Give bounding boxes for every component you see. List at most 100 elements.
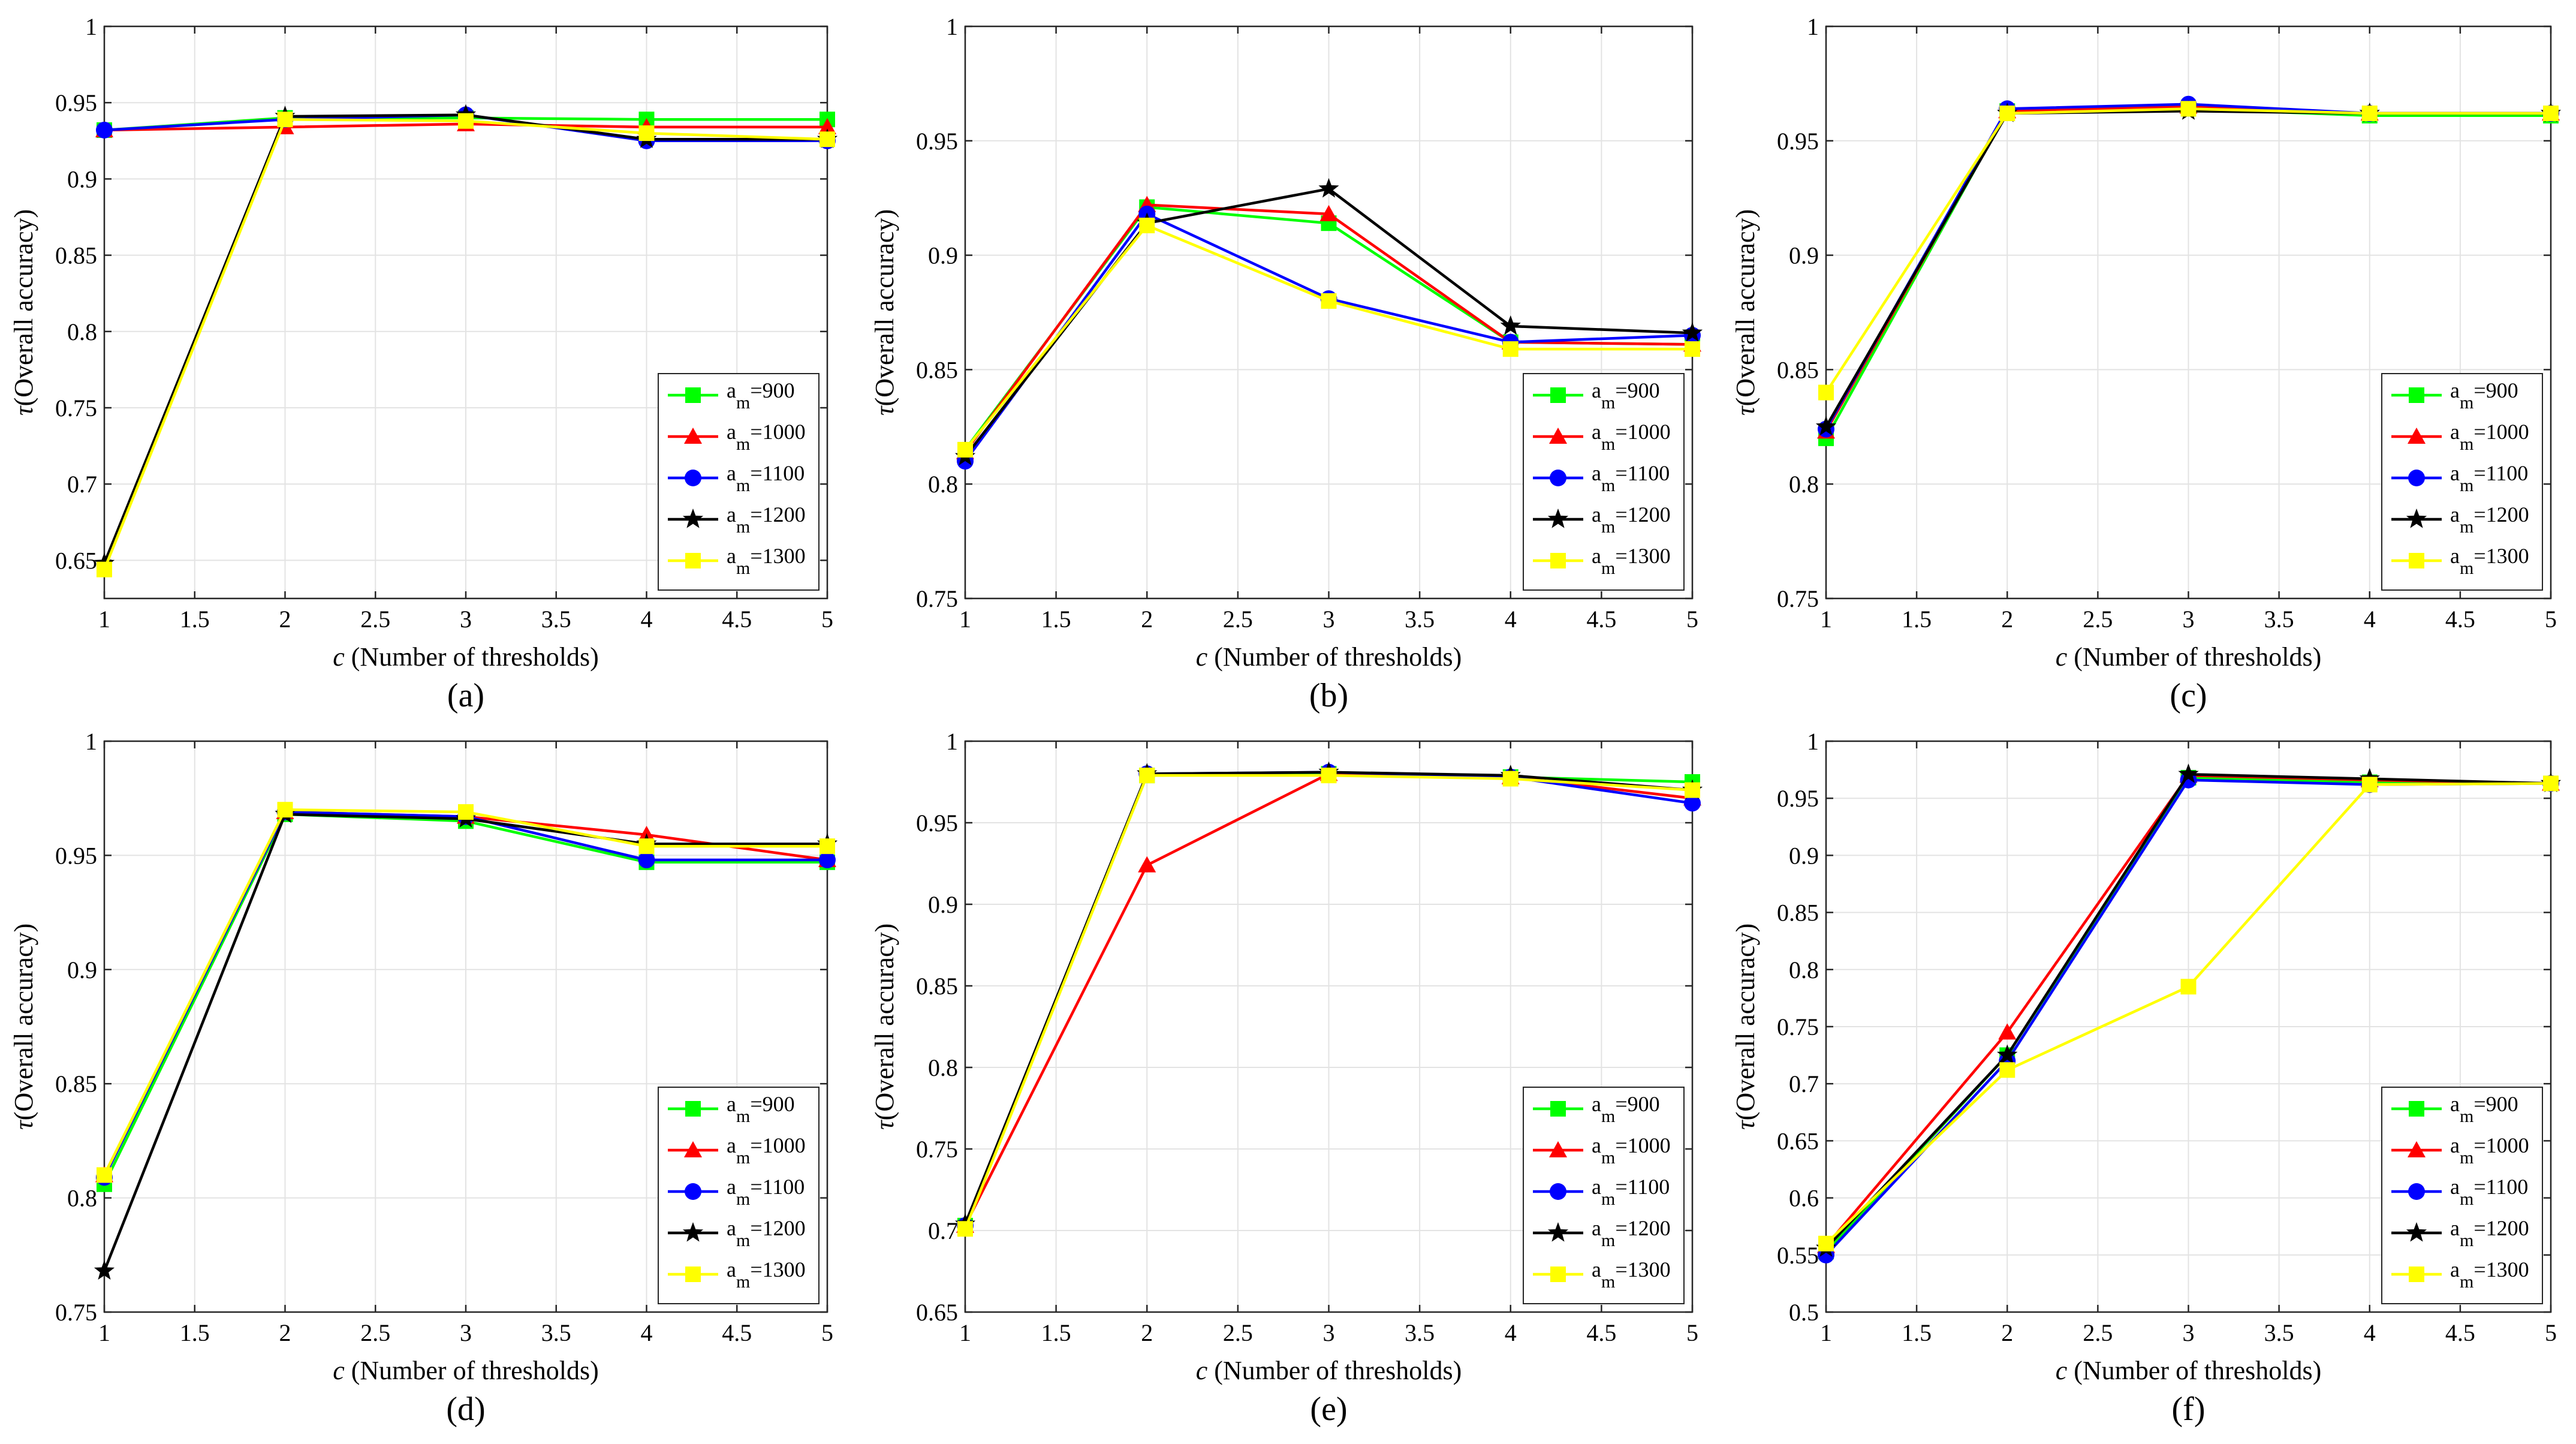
data-point	[458, 113, 474, 129]
legend-label-base: a	[2450, 503, 2460, 527]
x-axis-text: (Number of thresholds)	[2067, 1356, 2321, 1385]
x-tick-label: 3.5	[541, 606, 571, 633]
legend-label: am=1100	[1592, 461, 1670, 495]
legend-label-base: a	[1592, 1216, 1601, 1240]
y-tick-label: 0.85	[1777, 356, 1819, 383]
legend-marker	[685, 1266, 701, 1282]
y-axis-variable: τ	[1731, 1119, 1760, 1130]
legend-label: am=900	[2450, 378, 2518, 413]
series-am-1300	[957, 217, 1700, 458]
data-point	[1318, 178, 1339, 198]
legend-label-value: =1000	[2473, 420, 2529, 444]
legend-label-subscript: m	[736, 1189, 750, 1209]
panel-label: (b)	[1309, 677, 1348, 714]
x-tick-label: 4	[641, 1319, 653, 1346]
legend-label: am=1200	[2450, 503, 2529, 537]
y-tick-label: 0.85	[55, 242, 97, 269]
legend-label-value: =900	[750, 378, 794, 402]
y-tick-label: 0.85	[55, 1070, 97, 1097]
legend-label-base: a	[727, 503, 736, 527]
x-tick-label: 4.5	[2445, 606, 2475, 633]
x-tick-label: 1.5	[1041, 606, 1071, 633]
legend-label: am=1000	[727, 1133, 806, 1168]
legend-label-subscript: m	[2460, 1148, 2473, 1168]
y-tick-label: 0.75	[55, 395, 97, 422]
x-tick-label: 3	[2183, 1319, 2195, 1346]
legend-marker	[1550, 1183, 1566, 1200]
legend-label-subscript: m	[1601, 1148, 1615, 1168]
chart-panel-e: 1 1.5 2 2.5 3 3.5 4 4.5 5 0.65 0.7 0.75 0.8 0.85 0.9 0.…	[870, 728, 1703, 1428]
legend-label: am=1000	[727, 420, 806, 454]
x-tick-label: 4	[2364, 1319, 2376, 1346]
legend-label-base: a	[727, 1216, 736, 1240]
legend-label-value: =1200	[1615, 503, 1670, 527]
legend-label: am=1100	[2450, 1175, 2528, 1209]
x-axis-label: c (Number of thresholds)	[333, 642, 599, 672]
x-tick-label: 4.5	[722, 606, 752, 633]
legend-label-value: =1100	[750, 1175, 805, 1199]
series-am-1300	[1818, 101, 2559, 401]
data-point	[2361, 106, 2378, 122]
y-axis-text: (Overall accuracy)	[1731, 923, 1760, 1121]
data-point	[94, 1260, 115, 1280]
x-tick-label: 3.5	[1405, 606, 1435, 633]
legend-label-subscript: m	[736, 517, 750, 537]
legend-label-value: =1200	[750, 1216, 805, 1240]
legend-marker	[1550, 1101, 1566, 1117]
chart-panel-b: 1 1.5 2 2.5 3 3.5 4 4.5 5 0.75 0.8 0.85 0.9 0.95 1 c (N…	[870, 13, 1703, 714]
y-tick-label: 0.95	[1777, 785, 1819, 812]
y-tick-label: 0.85	[916, 356, 958, 383]
x-tick-label: 5	[2545, 606, 2557, 633]
x-tick-label: 1	[959, 606, 971, 633]
legend-label-base: a	[2450, 461, 2460, 485]
legend-marker	[1550, 553, 1566, 568]
legend-label-base: a	[2450, 1133, 2460, 1157]
legend-marker	[2408, 1141, 2426, 1157]
x-tick-label: 1.5	[180, 1319, 210, 1346]
legend-label-value: =1100	[750, 461, 805, 485]
y-tick-label: 1	[946, 13, 958, 40]
legend-marker	[1547, 1222, 1569, 1242]
legend-box	[2381, 373, 2543, 591]
x-tick-label: 2	[279, 1319, 291, 1346]
legend-label-subscript: m	[736, 434, 750, 454]
x-tick-label: 1.5	[180, 606, 210, 633]
x-tick-label: 2.5	[360, 606, 390, 633]
legend-marker	[685, 1183, 701, 1200]
chart-panel-f: 1 1.5 2 2.5 3 3.5 4 4.5 5 0.5 0.55 0.6 0.65 0.7 0.75 0.…	[1731, 728, 2562, 1428]
data-point	[1999, 106, 2015, 122]
legend-label-value: =900	[1615, 1092, 1659, 1116]
panel-label: (f)	[2172, 1391, 2206, 1428]
legend-label-subscript: m	[1601, 1189, 1615, 1209]
legend-marker	[1547, 509, 1569, 528]
legend-label-subscript: m	[1601, 1272, 1615, 1292]
legend-label-base: a	[1592, 1258, 1601, 1281]
legend-label-base: a	[2450, 1216, 2460, 1240]
legend-label: am=1300	[1592, 1258, 1671, 1292]
x-tick-label: 1	[98, 1319, 110, 1346]
legend-label: am=1200	[727, 503, 806, 537]
legend-label-base: a	[2450, 1258, 2460, 1281]
x-tick-label: 4.5	[2445, 1319, 2475, 1346]
legend-label: am=1000	[2450, 1133, 2529, 1168]
legend-marker	[1550, 470, 1566, 486]
legend-label-subscript: m	[736, 558, 750, 578]
data-point	[96, 121, 113, 139]
x-tick-label: 4	[1505, 606, 1517, 633]
legend-label-subscript: m	[1601, 1231, 1615, 1250]
legend-label: am=1300	[727, 544, 806, 578]
data-point	[1139, 217, 1155, 233]
x-axis-text: (Number of thresholds)	[1207, 642, 1462, 672]
y-axis-text: (Overall accuracy)	[9, 923, 38, 1121]
x-tick-label: 2.5	[2083, 606, 2113, 633]
y-tick-label: 0.75	[1777, 585, 1819, 612]
legend-label-value: =1300	[2473, 544, 2529, 568]
legend-label-base: a	[1592, 503, 1601, 527]
legend-label-value: =1100	[2473, 461, 2528, 485]
y-tick-label: 0.8	[1789, 956, 1819, 983]
x-tick-label: 5	[1686, 1319, 1698, 1346]
chart-panel-d: 1 1.5 2 2.5 3 3.5 4 4.5 5 0.75 0.8 0.85 0.9 0.95 1 c (N…	[9, 728, 838, 1428]
data-point	[1815, 416, 1837, 436]
y-tick-label: 0.75	[916, 1136, 958, 1163]
